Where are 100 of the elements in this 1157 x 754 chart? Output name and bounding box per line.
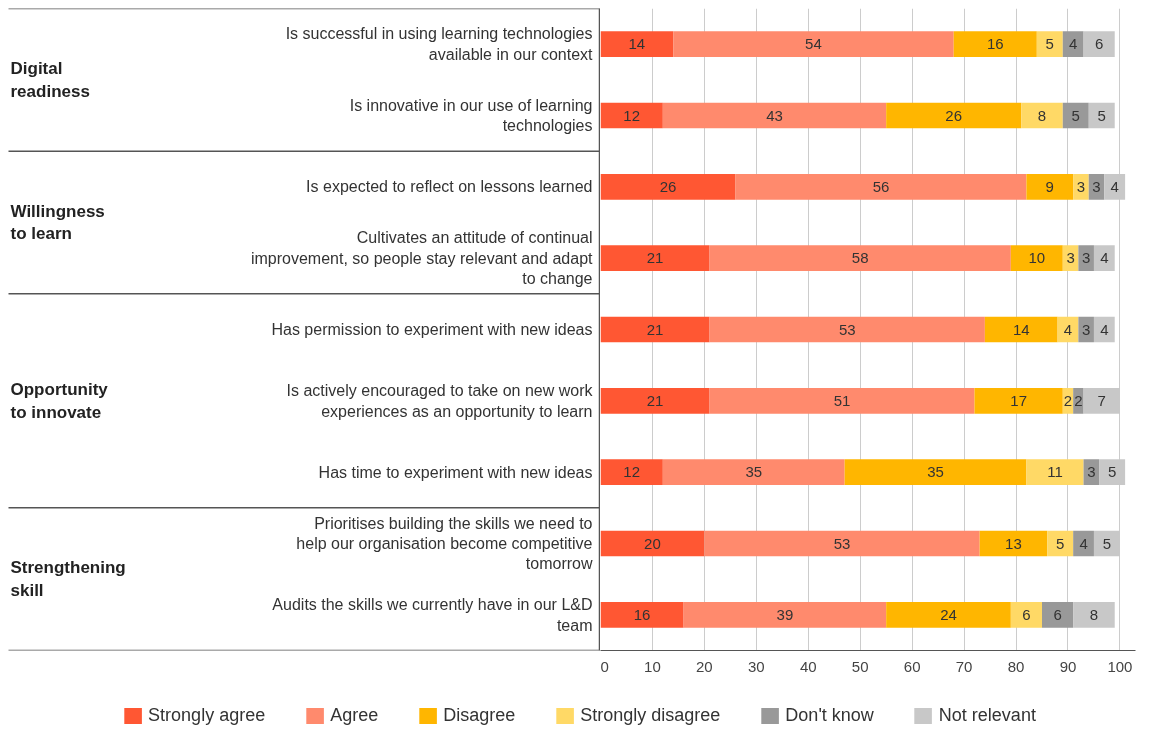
- x-tick-label: 50: [851, 657, 869, 675]
- bar: [886, 601, 1011, 628]
- x-tick-label: 90: [1059, 657, 1077, 675]
- bar: [974, 387, 1063, 414]
- bar: [1026, 173, 1074, 200]
- bar: [1093, 316, 1115, 343]
- data-label: 12: [623, 106, 641, 124]
- data-label: 4: [1110, 177, 1119, 195]
- data-label: 16: [633, 605, 651, 623]
- data-label: 21: [646, 320, 664, 338]
- data-label: 9: [1045, 177, 1054, 195]
- bar: [600, 245, 710, 272]
- bar: [1042, 601, 1074, 628]
- bar: [1062, 31, 1084, 58]
- bar: [1036, 31, 1063, 58]
- bar: [735, 173, 1027, 200]
- x-tick-label: 10: [644, 657, 661, 675]
- bar: [1073, 387, 1084, 414]
- data-label: 7: [1097, 391, 1106, 409]
- bar: [886, 102, 1022, 129]
- data-label: 3: [1081, 320, 1091, 338]
- legend-label: Don't know: [785, 704, 874, 726]
- data-label: 3: [1092, 177, 1101, 195]
- data-label: 21: [646, 391, 664, 409]
- data-label: 35: [745, 463, 763, 481]
- y-tick-label: Is actively encouraged to take on new work experiences as an opportunity to learn: [286, 382, 594, 420]
- data-label: 6: [1022, 605, 1031, 623]
- x-tick-label: 80: [1007, 657, 1025, 675]
- bar: [1010, 245, 1063, 272]
- bar: [709, 316, 985, 343]
- y-tick-label: Has permission to experiment with new ideas: [271, 321, 593, 338]
- y-tick-label: Prioritises building the skills we need to help our organisation become competitive tomorrow: [296, 514, 593, 573]
- bar: [1010, 601, 1042, 628]
- bar: [1047, 530, 1074, 557]
- bar: [600, 31, 674, 58]
- bar: [600, 173, 736, 200]
- y-tick-label: Is successful in using learning technologies available in our context: [285, 25, 594, 63]
- bar: [662, 459, 845, 486]
- y-tick-label: Audits the skills we currently have in our L&D team: [272, 596, 593, 634]
- legend-label: Strongly disagree: [580, 704, 721, 726]
- data-label: 16: [986, 35, 1004, 53]
- text: Opportunity to innovate: [10, 379, 109, 422]
- legend-label: Agree: [330, 704, 379, 726]
- data-label: 5: [1107, 463, 1117, 481]
- data-label: 4: [1100, 249, 1109, 267]
- data-label: 3: [1066, 249, 1075, 267]
- data-label: 5: [1045, 35, 1054, 53]
- text: Strengthening skill: [10, 558, 126, 601]
- data-label: 8: [1089, 605, 1099, 623]
- data-label: 8: [1037, 106, 1047, 124]
- data-label: 12: [623, 463, 641, 481]
- bar: [979, 530, 1048, 557]
- data-label: 54: [805, 35, 822, 53]
- bar: [1073, 530, 1094, 557]
- legend-label: Disagree: [443, 704, 516, 726]
- bar: [1083, 31, 1115, 58]
- data-label: 10: [1028, 249, 1046, 267]
- bar: [600, 102, 663, 129]
- data-label: 43: [766, 106, 783, 124]
- data-label: 11: [1047, 463, 1063, 481]
- data-label: 58: [851, 249, 869, 267]
- data-label: 3: [1081, 249, 1091, 267]
- data-label: 3: [1087, 463, 1096, 481]
- data-label: 4: [1063, 320, 1073, 338]
- bar: [1073, 173, 1089, 200]
- x-tick-label: 40: [799, 657, 817, 675]
- data-label: 4: [1069, 35, 1078, 53]
- y-tick-label: Has time to experiment with new ideas: [318, 463, 593, 481]
- text: Digital readiness: [10, 58, 90, 101]
- data-label: 51: [833, 391, 851, 409]
- bar: [600, 316, 710, 343]
- data-label: 14: [628, 35, 646, 53]
- data-label: 14: [1012, 320, 1030, 338]
- data-label: 21: [646, 249, 664, 267]
- data-label: 2: [1063, 391, 1073, 409]
- data-label: 53: [833, 534, 851, 552]
- bar: [953, 31, 1037, 58]
- data-label: 35: [927, 463, 944, 481]
- bar: [1093, 245, 1115, 272]
- data-label: 4: [1079, 534, 1088, 552]
- x-tick-label: 30: [747, 657, 765, 675]
- y-tick-label: Cultivates an attitude of continual improvement, so people stay relevant and adapt to change: [250, 229, 594, 288]
- data-label: 26: [945, 106, 963, 124]
- data-label: 6: [1053, 605, 1062, 623]
- bar: [1062, 102, 1089, 129]
- bar: [1073, 601, 1115, 628]
- data-label: 2: [1074, 391, 1083, 409]
- bar: [709, 245, 1011, 272]
- data-label: 24: [940, 605, 957, 623]
- bar: [1078, 245, 1094, 272]
- legend-label: Strongly agree: [148, 704, 266, 726]
- bar: [600, 387, 710, 414]
- bar: [600, 530, 705, 557]
- data-label: 13: [1005, 534, 1022, 552]
- bar: [709, 387, 975, 414]
- legend-label: Not relevant: [938, 704, 1036, 726]
- data-label: 5: [1056, 534, 1065, 552]
- y-tick-label: Is expected to reflect on lessons learned: [306, 178, 593, 196]
- data-label: 20: [644, 534, 661, 552]
- data-label: 39: [776, 605, 794, 623]
